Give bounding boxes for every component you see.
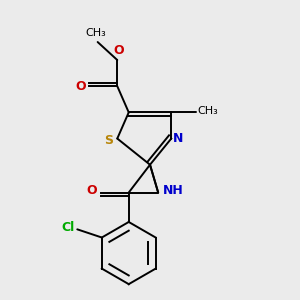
Text: O: O xyxy=(75,80,86,93)
Text: CH₃: CH₃ xyxy=(85,28,106,38)
Text: O: O xyxy=(114,44,124,57)
Text: N: N xyxy=(173,132,184,145)
Text: CH₃: CH₃ xyxy=(197,106,218,116)
Text: NH: NH xyxy=(163,184,184,197)
Text: O: O xyxy=(86,184,97,197)
Text: S: S xyxy=(105,134,114,147)
Text: Cl: Cl xyxy=(61,221,75,234)
